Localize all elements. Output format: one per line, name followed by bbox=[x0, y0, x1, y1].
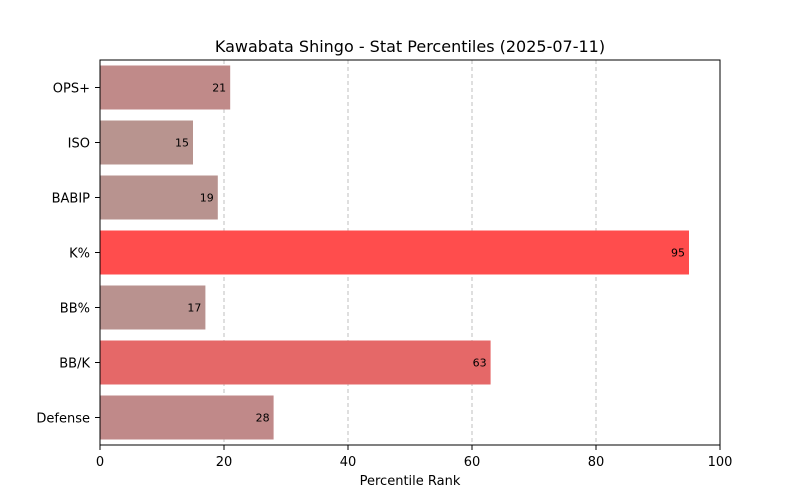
bar-value-label: 15 bbox=[175, 137, 189, 150]
y-tick-label: K% bbox=[69, 247, 90, 262]
y-tick-label: OPS+ bbox=[53, 82, 90, 97]
bar-value-label: 95 bbox=[671, 247, 685, 260]
bar bbox=[100, 340, 491, 385]
bar bbox=[100, 175, 218, 220]
chart-title: Kawabata Shingo - Stat Percentiles (2025… bbox=[215, 37, 605, 56]
y-tick-label: BB% bbox=[60, 302, 90, 317]
x-tick-label: 80 bbox=[588, 455, 605, 470]
bar bbox=[100, 285, 206, 330]
x-tick-label: 100 bbox=[708, 455, 733, 470]
bar-value-label: 63 bbox=[473, 357, 487, 370]
bar-value-label: 17 bbox=[187, 302, 201, 315]
y-axis: OPS+ ISO BABIP K% BB% BB/K Defense bbox=[36, 82, 100, 427]
bar bbox=[100, 395, 274, 440]
bar-value-label: 19 bbox=[200, 192, 214, 205]
x-tick-label: 20 bbox=[216, 455, 233, 470]
bar bbox=[100, 120, 193, 165]
y-tick-label: BABIP bbox=[52, 192, 91, 207]
x-tick-label: 40 bbox=[340, 455, 357, 470]
bar-value-label: 21 bbox=[212, 82, 226, 95]
y-tick-label: ISO bbox=[68, 137, 90, 152]
x-axis-label: Percentile Rank bbox=[360, 474, 461, 489]
bar bbox=[100, 65, 231, 110]
data-labels: 21 15 19 95 17 63 28 bbox=[175, 82, 685, 425]
bars bbox=[100, 65, 689, 440]
bar-value-label: 28 bbox=[256, 412, 270, 425]
x-tick-label: 0 bbox=[96, 455, 104, 470]
x-axis: 0 20 40 60 80 100 bbox=[96, 445, 733, 470]
y-tick-label: BB/K bbox=[59, 357, 90, 372]
x-tick-label: 60 bbox=[464, 455, 481, 470]
bar bbox=[100, 230, 689, 275]
y-tick-label: Defense bbox=[36, 412, 90, 427]
